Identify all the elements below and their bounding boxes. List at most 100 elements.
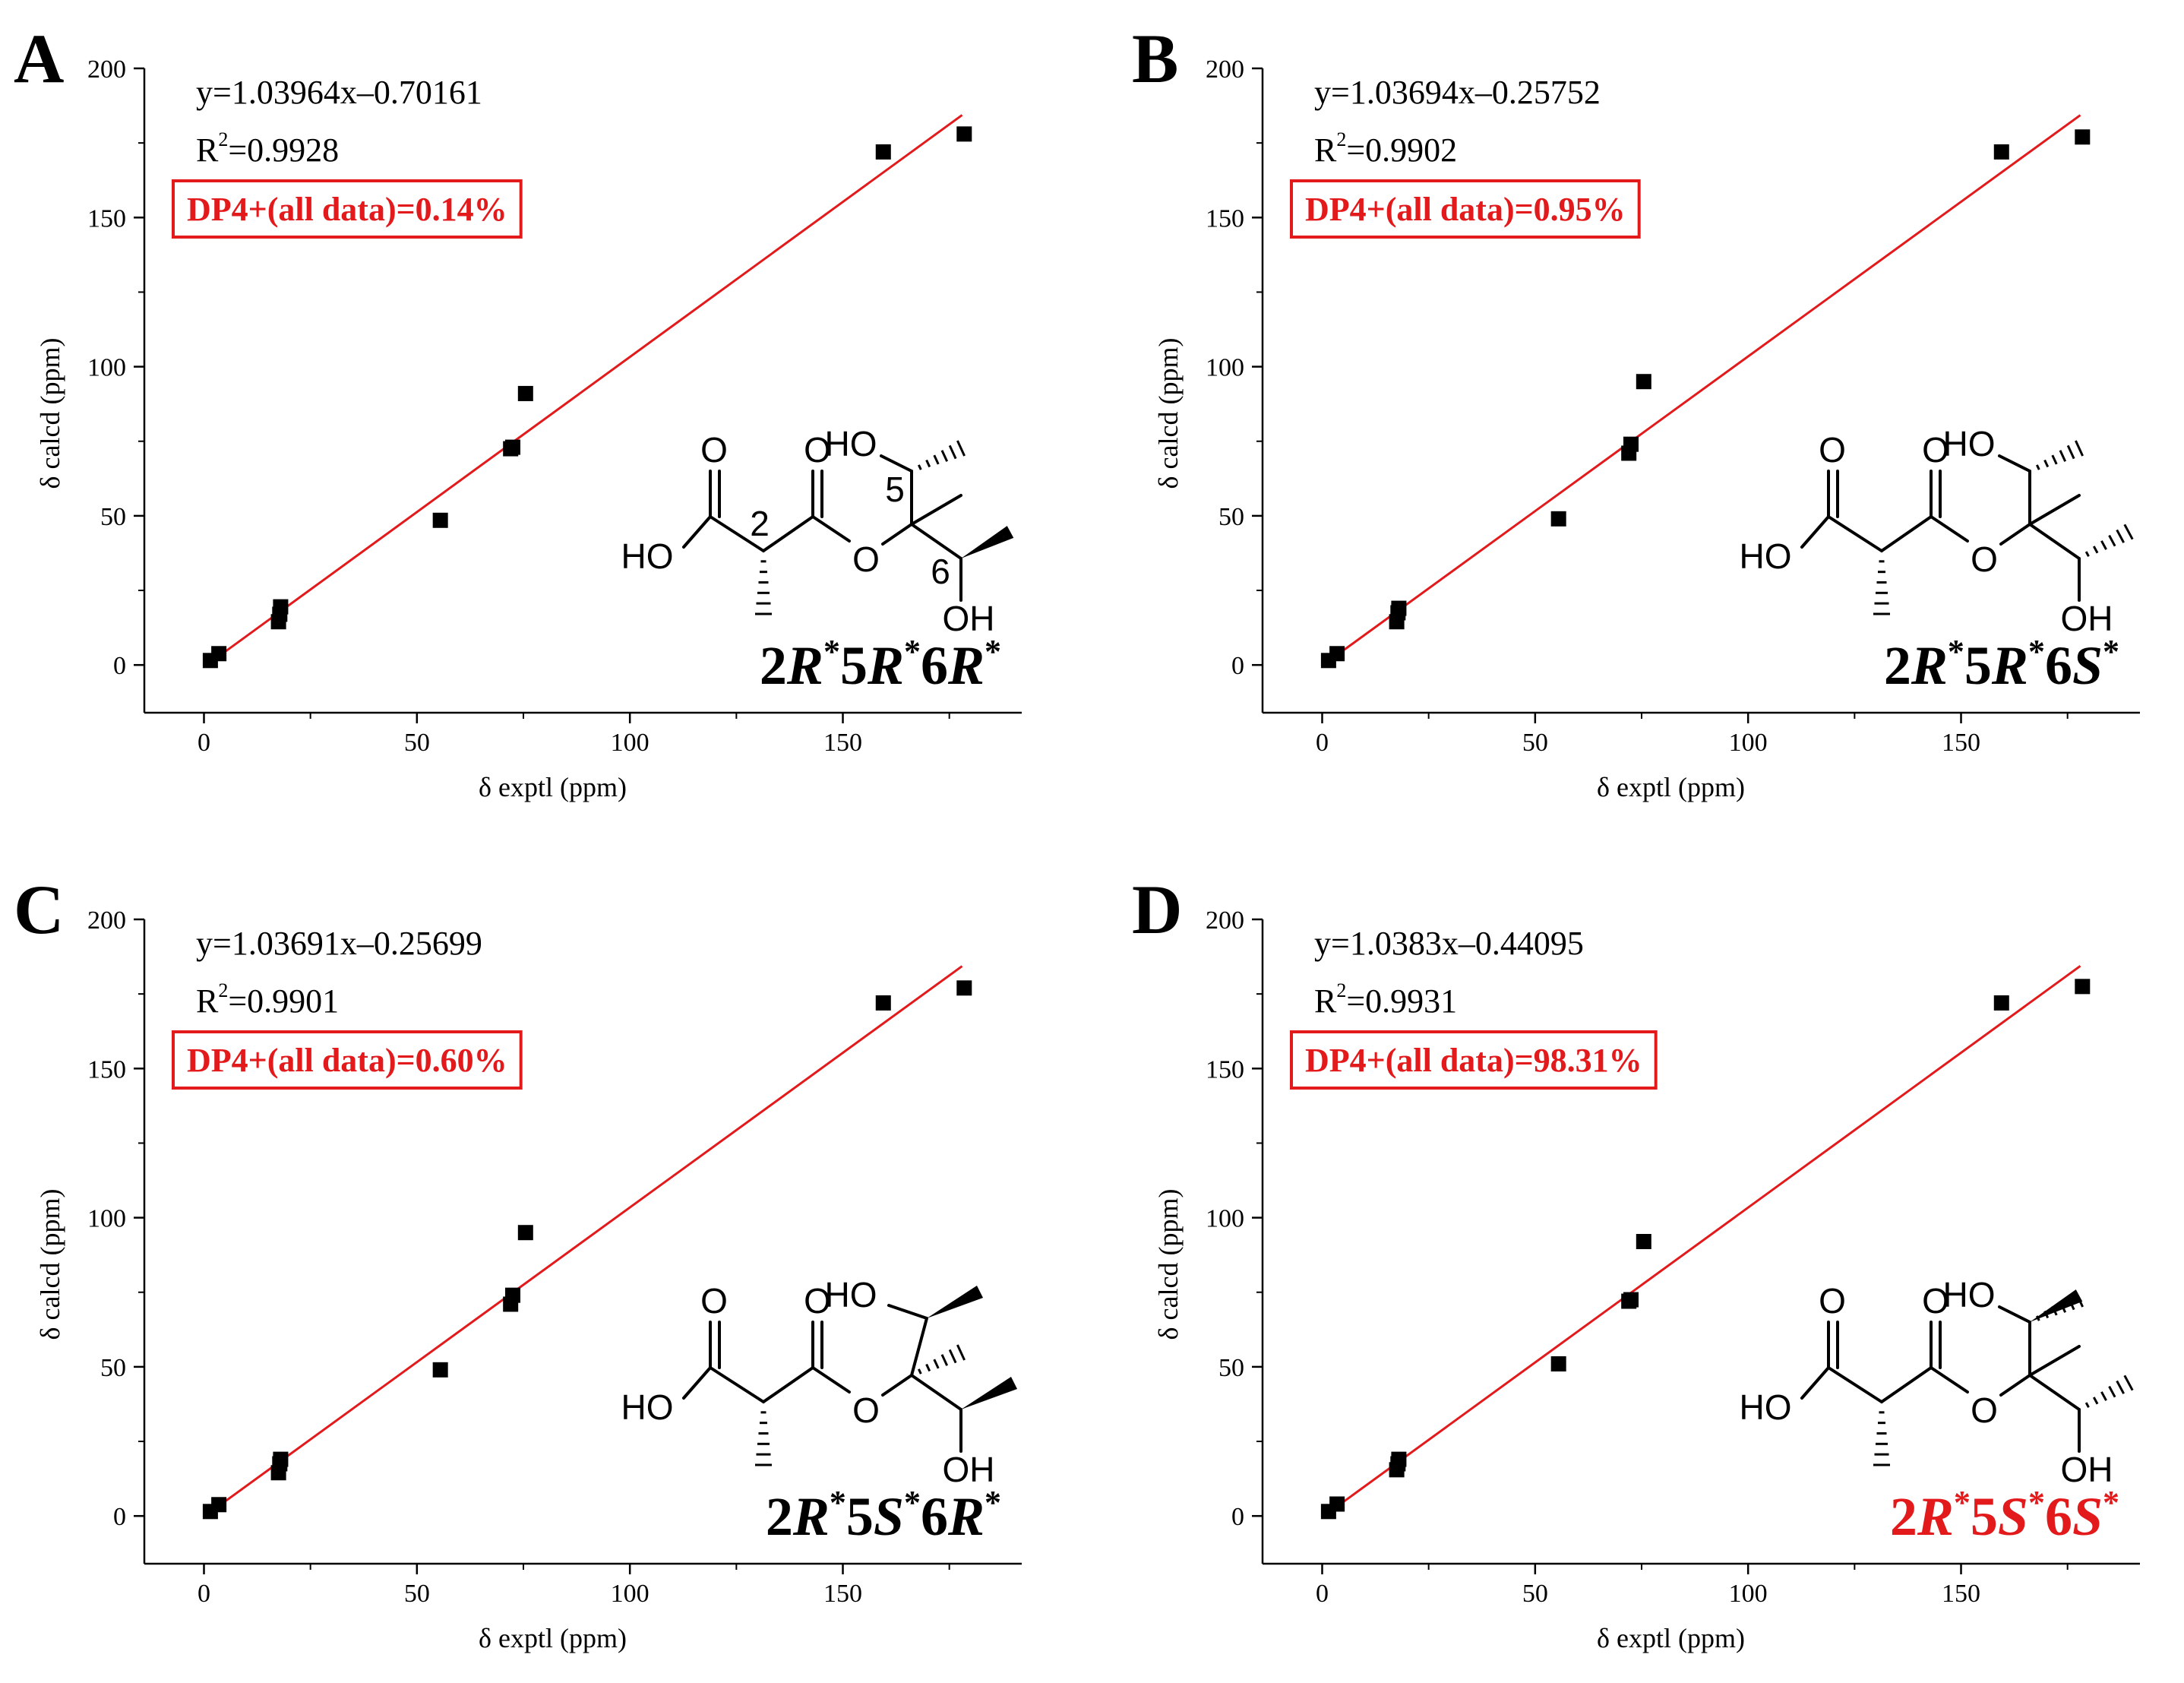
hydroxyl-label-top: HO (825, 424, 877, 463)
bond (709, 1366, 765, 1403)
bond (880, 454, 913, 473)
fit-line (203, 965, 963, 1518)
y-tick-label: 200 (87, 55, 126, 84)
position-label-2: 2 (750, 504, 770, 543)
r-squared-sup: 2 (218, 128, 228, 150)
wedge-bond (927, 1285, 984, 1318)
hash-bond (925, 459, 931, 468)
carbonyl-o-label: O (1819, 430, 1846, 470)
hash-bond (2051, 454, 2058, 465)
configuration-label: 2R*​5S*​6R*​ (766, 1484, 1001, 1547)
configuration-part: R (947, 635, 985, 696)
hydroxyl-label-acid: HO (1740, 1387, 1792, 1427)
configuration-part: 2 (1890, 1486, 1917, 1547)
configuration-label: 2R*​5S*​6S*​ (1890, 1484, 2119, 1547)
bond (1880, 1366, 1933, 1403)
r-squared-sup: 2 (218, 979, 228, 1001)
hydroxyl-label-bottom: OH (943, 1450, 995, 1489)
bond (1998, 1305, 2031, 1324)
configuration-part: 6 (921, 1486, 948, 1547)
y-tick-label: 50 (1218, 503, 1244, 531)
hash-bond (2116, 1380, 2125, 1394)
dp4-label: DP4+(all data)=0.14% (187, 191, 507, 228)
bond (910, 1374, 962, 1411)
bond (811, 1366, 851, 1394)
hash-bond (940, 1354, 949, 1366)
hash-bond (2100, 1391, 2107, 1401)
data-point (1391, 1451, 1407, 1467)
bond (682, 1366, 712, 1400)
data-point (432, 1362, 448, 1378)
x-tick-label: 150 (1942, 729, 1980, 757)
x-tick-label: 0 (198, 1580, 210, 1608)
hash-bond (2092, 1397, 2099, 1405)
y-tick-label: 150 (1206, 1055, 1244, 1084)
hash-bond (2100, 540, 2107, 550)
configuration-label: 2R*​5R*​6S*​ (1884, 633, 2119, 696)
hash-bond (2043, 459, 2050, 468)
configuration-star: * (2103, 1484, 2119, 1521)
configuration-part: 6 (2045, 1486, 2072, 1547)
x-tick-label: 50 (1522, 1580, 1548, 1608)
r-squared: R2=0.9902 (1314, 128, 1457, 169)
data-point (1636, 374, 1651, 390)
carbonyl-o-label: O (1819, 1281, 1846, 1321)
hydroxyl-label-top: HO (1943, 1275, 1996, 1314)
x-tick-label: 50 (404, 1580, 430, 1608)
configuration-part: S (874, 1486, 904, 1547)
hash-bond (918, 1368, 922, 1375)
y-tick-label: 0 (1231, 652, 1244, 680)
configuration-star: * (2028, 633, 2045, 670)
y-tick-label: 200 (87, 906, 126, 935)
configuration-part: S (2072, 1486, 2103, 1547)
bond (762, 515, 814, 552)
bond (910, 494, 962, 526)
hash-bond (933, 1359, 940, 1369)
bond (1998, 454, 2031, 473)
configuration-star: * (1948, 633, 1964, 670)
panel-b: B 0 50 100 150 0 50 100 150 200 δ exptl (ppm) δ cal… (1132, 20, 2140, 802)
configuration-star: * (2028, 1484, 2045, 1521)
y-tick-label: 50 (100, 503, 126, 531)
y-tick-label: 50 (1218, 1354, 1244, 1382)
hydroxyl-label-bottom: OH (2061, 599, 2113, 638)
bond (1800, 515, 1830, 549)
bond (1999, 1374, 2031, 1397)
hash-bond (948, 444, 957, 460)
hash-bond (2123, 524, 2134, 540)
y-tick-label: 200 (1206, 55, 1244, 84)
x-tick-label: 100 (1729, 729, 1768, 757)
y-tick-label: 100 (1206, 1205, 1244, 1233)
bond (881, 1374, 913, 1397)
hash-bond (2108, 534, 2116, 547)
r-squared-letter: R (196, 982, 219, 1020)
hash-bond (2066, 444, 2075, 460)
fit-line (1321, 965, 2081, 1519)
carbonyl-o-label: O (804, 1281, 831, 1321)
dp4-label: DP4+(all data)=98.31% (1305, 1042, 1642, 1079)
bond (1800, 1366, 1830, 1400)
data-point (1391, 600, 1407, 616)
fit-equation: y=1.0383x–0.44095 (1314, 925, 1584, 962)
bond (1999, 523, 2031, 546)
x-axis-label: δ exptl (ppm) (1597, 1623, 1745, 1653)
configuration-part: R (792, 1486, 830, 1547)
bond (1930, 515, 1969, 543)
y-axis-label: δ calcd (ppm) (35, 338, 65, 489)
carbonyl-o-label: O (700, 1281, 728, 1321)
x-tick-label: 0 (1316, 1580, 1329, 1608)
data-point (211, 646, 227, 662)
data-point (1623, 436, 1639, 452)
configuration-part: 5 (840, 635, 868, 696)
x-tick-label: 150 (823, 729, 862, 757)
fit-line (1321, 114, 2081, 667)
x-tick-label: 50 (1522, 729, 1548, 757)
data-point (1550, 511, 1566, 527)
configuration-part: R (867, 635, 904, 696)
bond (910, 1317, 928, 1377)
bond (1827, 515, 1883, 552)
bond (811, 515, 851, 543)
configuration-part: R (1917, 1486, 1954, 1547)
